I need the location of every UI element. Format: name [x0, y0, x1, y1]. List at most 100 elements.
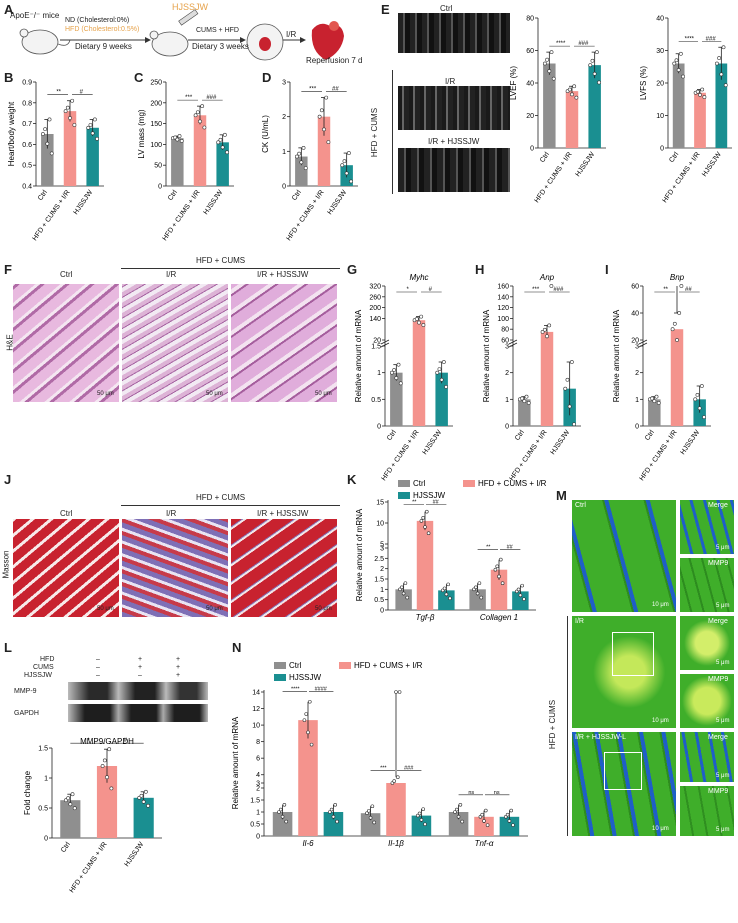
chart-d-ticklabel-2: 2 — [282, 114, 286, 121]
chart-i-pt-1-0 — [670, 327, 675, 332]
if-ir-hj-label: I/R + HJSSJW-L — [575, 734, 627, 741]
chart-c-sig-0: *** — [185, 95, 193, 101]
chart-e2-pt-2-3 — [721, 45, 726, 50]
chart-i-pt-2-3 — [699, 384, 704, 388]
chart-i-ticklabel-1: 1 — [635, 397, 639, 404]
chart-c-pt-1-1 — [195, 110, 200, 115]
chart-b-ticklabel-5: 0.9 — [22, 80, 32, 87]
chart-n-bar-1-0 — [360, 813, 381, 836]
chart-c-ylabel: LV mass (mg) — [137, 109, 146, 159]
echo-group-bracket — [392, 70, 393, 194]
chart-l-sig-0: * — [87, 738, 90, 744]
chart-b-pt-1-4 — [72, 123, 77, 127]
chart-n-sig-0-1: #### — [315, 687, 328, 693]
chart-k-legend-swatch-0 — [398, 480, 410, 487]
chart-b-pt-2-3 — [92, 117, 97, 122]
chart-k-pt-1-0-2 — [475, 591, 480, 596]
chart-c-ticklabel-5: 250 — [150, 80, 162, 87]
chart-k-pt-0-1-2 — [423, 525, 427, 529]
chart-n-pt-0-0-0 — [277, 810, 281, 814]
chart-d-ticklabel-3: 3 — [282, 80, 286, 87]
chart-e1-xlabel-2: HJSSJW — [575, 151, 597, 178]
chart-n-ticklabel-8: 8 — [256, 739, 260, 746]
if-scale-5-6: 5 μm — [716, 827, 730, 833]
chart-g-sig-0: * — [406, 287, 409, 293]
chart-g-pt-0-2 — [394, 376, 399, 380]
chart-e2-pt-1-4 — [702, 95, 707, 99]
chart-e2-ticklabel-1: 10 — [656, 113, 664, 120]
chart-l-pt-2-4 — [146, 803, 150, 808]
chart-n-ylabel: Relative amount of mRNA — [231, 716, 240, 809]
he-scale-3: 50 μm — [315, 391, 332, 397]
masson-ir-image — [122, 519, 228, 617]
masson-ir-hj-image — [231, 519, 337, 617]
chart-n-pt-0-2-0 — [328, 810, 332, 814]
chart-n-pt-2-2-4 — [511, 823, 515, 827]
chart-g-pt-0-3 — [396, 362, 401, 367]
chart-n-pt-2-1-2 — [482, 819, 486, 823]
he-ctrl-image — [13, 284, 119, 402]
chart-h-pt-2-3 — [569, 360, 574, 364]
if-ir-mmp9 — [680, 674, 734, 728]
chart-n-legend-1: HFD + CUMS + I/R — [354, 661, 423, 670]
masson-scale-2: 50 μm — [206, 606, 223, 612]
if-scale-5-5: 5 μm — [716, 773, 730, 779]
panel-label-j: J — [4, 472, 12, 487]
chart-l-pt-1-4 — [109, 786, 114, 791]
chart-e2-pt-1-1 — [695, 89, 700, 94]
chart-n-pt-2-0-4 — [460, 819, 464, 824]
western-row-cums: CUMS — [33, 664, 54, 671]
chart-i-pt-1-4 — [679, 284, 684, 288]
chart-n-pt-1-1-1 — [392, 779, 397, 783]
chart-l-xlabel-1: HFD + CUMS + I/R — [69, 841, 109, 894]
if-ir-merge — [680, 616, 734, 670]
chart-k-pt-1-2-1 — [516, 587, 521, 592]
chart-e1-xlabel-0: Ctrl — [539, 151, 551, 164]
chart-n-ticklabel-7: 6 — [256, 756, 260, 763]
sign-2-2: + — [176, 672, 181, 679]
chart-h-ticklabel-5: 80 — [501, 327, 509, 334]
if-ir-main — [572, 616, 676, 728]
chart-i-pt-0-1 — [650, 396, 655, 401]
chart-h-pt-1-1 — [542, 327, 547, 332]
chart-g-pt-2-4 — [444, 384, 448, 389]
if-group-bracket — [567, 616, 568, 836]
chart-h-pt-0-1 — [520, 396, 525, 401]
if-scale-5-3: 5 μm — [716, 660, 730, 666]
chart-i-sig-0: ** — [663, 287, 668, 293]
chart-k-sig-0-0: ** — [412, 500, 417, 506]
chart-c-xlabel-2: HJSSJW — [203, 189, 225, 216]
chart-l-bar-1 — [96, 766, 118, 838]
chart-l-pt-1-1 — [102, 758, 107, 763]
chart-k-sig-1-1: ## — [507, 544, 514, 550]
chart-i-pt-0-3 — [654, 394, 659, 399]
chart-e1-ticklabel-1: 20 — [526, 113, 534, 120]
chart-c-pt-0-4 — [179, 139, 184, 143]
chart-e2-sig-1: ### — [706, 36, 717, 42]
chart-c-pt-1-4 — [202, 125, 207, 130]
panel-label-b: B — [4, 70, 14, 85]
if-scale-10-3: 10 μm — [652, 826, 669, 832]
chart-e1-pt-0-1 — [545, 57, 550, 62]
chart-n-pt-1-0-4 — [372, 820, 376, 825]
chart-n-pt-0-1-2 — [306, 730, 310, 735]
if-mmp9-3: MMP9 — [708, 788, 729, 795]
he-ctrl-label: Ctrl — [60, 270, 73, 279]
chart-d-ylabel: CK (U/mL) — [261, 115, 270, 153]
chart-k-bar-1-0 — [469, 589, 486, 610]
if-ctrl-label: Ctrl — [575, 502, 586, 509]
if-zoom-box-2 — [604, 752, 642, 790]
chart-c-ticklabel-4: 200 — [150, 100, 162, 107]
chart-n-ticklabel-6: 4 — [256, 772, 260, 779]
chart-h-pt-2-4 — [572, 422, 576, 427]
chart-i-title: Bnp — [670, 273, 685, 282]
chart-l-ylabel: Fold change — [23, 770, 32, 815]
chart-i-bar-1 — [670, 329, 684, 426]
chart-g-title: Myhc — [409, 273, 428, 282]
chart-i-ticklabel-0: 0 — [635, 424, 639, 431]
if-merge-2: Merge — [708, 618, 728, 625]
chart-k-pt-0-2-2 — [444, 592, 449, 597]
chart-b-pt-1-0 — [63, 109, 68, 114]
band-gapdh-image — [68, 704, 208, 722]
masson-scale-1: 50 μm — [97, 606, 114, 612]
